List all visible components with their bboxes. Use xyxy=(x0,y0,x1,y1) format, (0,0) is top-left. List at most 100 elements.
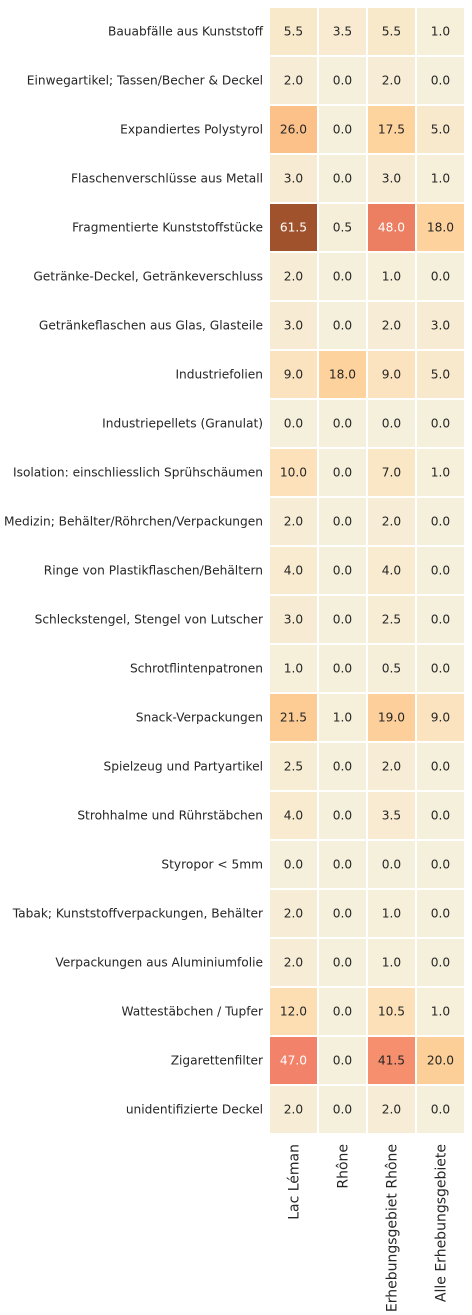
cell-value-label: 0.0 xyxy=(431,956,450,970)
row-label-medizin-behalter-rohrchen-verpackungen: Medizin; Behälter/Röhrchen/Verpackungen xyxy=(4,515,263,529)
cell-value-label: 20.0 xyxy=(427,1054,454,1068)
row-label-strohhalme-und-ruhrstabchen: Strohhalme und Rührstäbchen xyxy=(77,809,263,823)
cell-value-label: 3.0 xyxy=(284,172,303,186)
cell-value-label: 0.0 xyxy=(333,613,352,627)
heatmap-cell xyxy=(317,104,368,155)
column-labels: Lac Léman Rhône Erhebungsgebiet Rhône Alle … xyxy=(287,1144,450,1312)
heatmap-cell xyxy=(415,790,466,841)
cell-value-label: 4.0 xyxy=(284,809,303,823)
cell-value-label: 10.5 xyxy=(378,1005,405,1019)
cell-value-label: 4.0 xyxy=(284,564,303,578)
cell-value-label: 3.0 xyxy=(382,172,401,186)
cell-value-label: 3.0 xyxy=(284,613,303,627)
heatmap-cell xyxy=(415,398,466,449)
heatmap-cell xyxy=(366,790,417,841)
heatmap-cell xyxy=(317,643,368,694)
cell-value-label: 0.5 xyxy=(333,221,352,235)
heatmap-cells: 5.5 3.5 5.5 1.0 2.0 0.0 2.0 0.0 26.0 0.0 17.5 5.0 3.… xyxy=(268,6,466,1135)
heatmap-cell xyxy=(317,937,368,988)
cell-value-label: 10.0 xyxy=(280,466,307,480)
cell-value-label: 0.0 xyxy=(333,956,352,970)
heatmap-cell xyxy=(415,6,466,57)
row-label-verpackungen-aus-aluminiumfolie: Verpackungen aus Aluminiumfolie xyxy=(55,956,263,970)
cell-value-label: 0.0 xyxy=(431,760,450,774)
cell-value-label: 0.0 xyxy=(333,319,352,333)
row-label-fragmentierte-kunststoffstucke: Fragmentierte Kunststoffstücke xyxy=(72,221,263,235)
row-label-schrotflintenpatronen: Schrotflintenpatronen xyxy=(130,662,263,676)
cell-value-label: 0.0 xyxy=(333,1054,352,1068)
cell-value-label: 61.5 xyxy=(280,221,307,235)
cell-value-label: 0.0 xyxy=(333,760,352,774)
heatmap-cell xyxy=(415,839,466,890)
row-label-einwegartikel-tassen-becher-deckel: Einwegartikel; Tassen/Becher & Deckel xyxy=(27,74,263,88)
cell-value-label: 3.5 xyxy=(382,809,401,823)
heatmap-cell xyxy=(317,888,368,939)
cell-value-label: 0.0 xyxy=(382,858,401,872)
cell-value-label: 0.0 xyxy=(333,907,352,921)
row-label-unidentifizierte-deckel: unidentifizierte Deckel xyxy=(126,1103,263,1117)
heatmap-cell xyxy=(268,202,319,253)
cell-value-label: 0.0 xyxy=(284,858,303,872)
cell-value-label: 1.0 xyxy=(431,172,450,186)
heatmap-cell xyxy=(415,202,466,253)
heatmap-cell xyxy=(366,1035,417,1086)
cell-value-label: 4.0 xyxy=(382,564,401,578)
row-label-expandiertes-polystyrol: Expandiertes Polystyrol xyxy=(120,123,263,137)
heatmap-cell xyxy=(268,643,319,694)
heatmap-cell xyxy=(415,888,466,939)
cell-value-label: 2.5 xyxy=(382,613,401,627)
cell-value-label: 17.5 xyxy=(378,123,405,137)
cell-value-label: 0.0 xyxy=(333,858,352,872)
cell-value-label: 0.0 xyxy=(333,466,352,480)
cell-value-label: 19.0 xyxy=(378,711,405,725)
cell-value-label: 0.0 xyxy=(431,907,450,921)
row-label-spielzeug-und-partyartikel: Spielzeug und Partyartikel xyxy=(104,760,263,774)
heatmap-cell xyxy=(366,937,417,988)
cell-value-label: 2.0 xyxy=(284,270,303,284)
cell-value-label: 18.0 xyxy=(427,221,454,235)
row-label-styropor-5mm: Styropor < 5mm xyxy=(161,858,263,872)
cell-value-label: 9.0 xyxy=(431,711,450,725)
cell-value-label: 3.0 xyxy=(431,319,450,333)
cell-value-label: 2.0 xyxy=(284,1103,303,1117)
cell-value-label: 3.0 xyxy=(284,319,303,333)
column-label-rhone: Rhône xyxy=(336,1144,352,1189)
cell-value-label: 0.0 xyxy=(333,417,352,431)
cell-value-label: 12.0 xyxy=(280,1005,307,1019)
row-label-industriepellets-granulat: Industriepellets (Granulat) xyxy=(102,417,263,431)
cell-value-label: 2.0 xyxy=(382,319,401,333)
cell-value-label: 0.0 xyxy=(431,809,450,823)
cell-value-label: 0.0 xyxy=(333,1005,352,1019)
cell-value-label: 2.0 xyxy=(382,74,401,88)
heatmap-cell xyxy=(317,594,368,645)
cell-value-label: 0.0 xyxy=(284,417,303,431)
cell-value-label: 1.0 xyxy=(382,270,401,284)
cell-value-label: 0.0 xyxy=(333,515,352,529)
heatmap-cell xyxy=(268,349,319,400)
cell-value-label: 0.0 xyxy=(333,74,352,88)
row-label-getrankeflaschen-aus-glas-glasteile: Getränkeflaschen aus Glas, Glasteile xyxy=(39,319,263,333)
cell-value-label: 5.0 xyxy=(431,123,450,137)
cell-value-label: 0.0 xyxy=(382,417,401,431)
cell-value-label: 0.0 xyxy=(333,564,352,578)
heatmap-cell xyxy=(268,251,319,302)
heatmap-cell xyxy=(415,1035,466,1086)
row-label-snack-verpackungen: Snack-Verpackungen xyxy=(136,711,263,725)
cell-value-label: 26.0 xyxy=(280,123,307,137)
cell-value-label: 3.5 xyxy=(333,25,352,39)
heatmap-cell xyxy=(317,790,368,841)
cell-value-label: 48.0 xyxy=(378,221,405,235)
heatmap-cell xyxy=(317,545,368,596)
cell-value-label: 0.0 xyxy=(333,270,352,284)
row-label-industriefolien: Industriefolien xyxy=(175,368,263,382)
cell-value-label: 5.5 xyxy=(284,25,303,39)
heatmap-cell xyxy=(268,1084,319,1135)
cell-value-label: 41.5 xyxy=(378,1054,405,1068)
heatmap-cell xyxy=(415,741,466,792)
heatmap-cell xyxy=(268,986,319,1037)
column-label-erhebungsgebiet-rhone: Erhebungsgebiet Rhône xyxy=(385,1144,401,1312)
heatmap-cell xyxy=(415,986,466,1037)
cell-value-label: 2.0 xyxy=(382,760,401,774)
cell-value-label: 0.0 xyxy=(431,515,450,529)
